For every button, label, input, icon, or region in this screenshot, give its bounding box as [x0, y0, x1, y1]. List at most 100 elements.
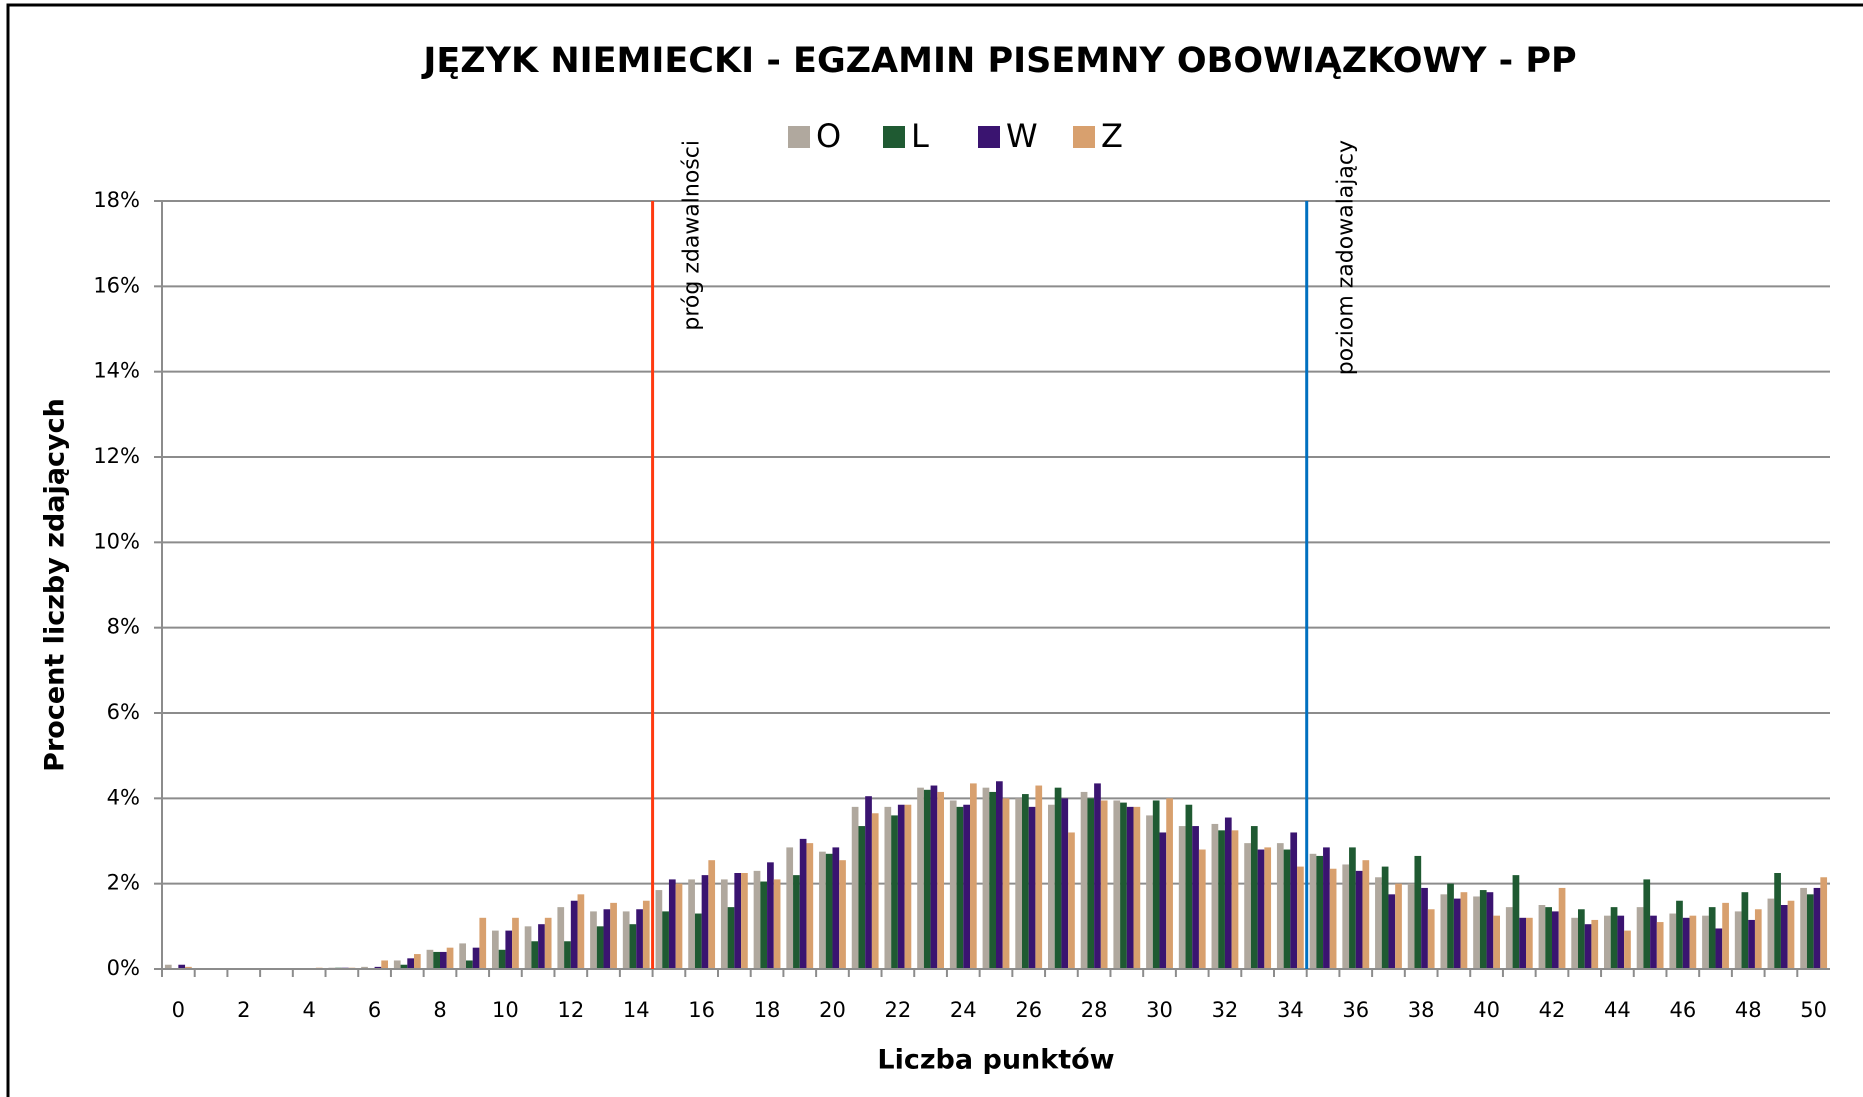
y-tick-label: 18% [93, 188, 140, 212]
bar [1068, 832, 1075, 969]
bar [871, 813, 879, 969]
y-tick-label: 4% [107, 785, 140, 809]
bar [1715, 928, 1723, 969]
bar [949, 800, 957, 969]
bar [897, 804, 905, 969]
bar [655, 890, 663, 969]
bar [1610, 907, 1618, 969]
bar [1362, 860, 1370, 969]
y-tick-label: 6% [107, 700, 140, 724]
bar [642, 900, 650, 969]
bar [1133, 806, 1141, 969]
x-tick-label: 10 [492, 998, 519, 1022]
bar [446, 947, 454, 969]
x-tick-label: 32 [1212, 998, 1239, 1022]
bar [1813, 887, 1821, 969]
bar [1381, 866, 1389, 969]
bar [1231, 830, 1239, 969]
bar [1650, 915, 1657, 969]
annotation-label: próg zdawalności [680, 140, 705, 331]
bar [1525, 917, 1533, 969]
bar [1329, 868, 1337, 969]
bar [479, 917, 487, 969]
bar [1355, 870, 1363, 969]
legend-label: Z [1101, 117, 1123, 155]
bar [1414, 855, 1422, 969]
bar [662, 911, 669, 969]
bar [1708, 907, 1716, 969]
bar [1022, 794, 1029, 969]
bar [694, 913, 702, 969]
bar [374, 966, 382, 969]
bar [1538, 905, 1546, 969]
bar [1636, 907, 1644, 969]
bar [1486, 892, 1494, 969]
bar [1604, 915, 1611, 969]
bar [1028, 806, 1036, 969]
bar [629, 924, 637, 969]
bar [381, 960, 388, 969]
x-tick-label: 16 [688, 998, 715, 1022]
bar [1250, 826, 1258, 969]
bar [1689, 915, 1697, 969]
bar [636, 909, 643, 969]
bar [688, 879, 695, 969]
y-tick-label: 8% [107, 615, 140, 639]
bar [466, 960, 473, 969]
bar [413, 954, 421, 969]
bar [1185, 804, 1193, 969]
x-tick-label: 24 [950, 998, 977, 1022]
bar [806, 843, 814, 969]
bar [164, 964, 172, 969]
legend-swatch [978, 126, 1000, 148]
bar [524, 926, 532, 969]
bar [1080, 791, 1088, 969]
bar [1192, 826, 1199, 969]
x-tick-label: 44 [1604, 998, 1631, 1022]
bar [1276, 843, 1284, 969]
bar [1643, 879, 1651, 969]
chart-title: JĘZYK NIEMIECKI - EGZAMIN PISEMNY OBOWIĄ… [421, 41, 1576, 81]
x-axis-title: Liczba punktów [877, 1045, 1114, 1076]
bar [1218, 830, 1225, 969]
x-tick-label: 42 [1539, 998, 1566, 1022]
bar [1198, 849, 1206, 969]
bar [1748, 919, 1755, 969]
bar [492, 930, 499, 969]
bar [544, 917, 552, 969]
y-tick-label: 12% [93, 444, 140, 468]
x-tick-label: 8 [433, 998, 446, 1022]
bar [1493, 915, 1500, 969]
bar [1800, 887, 1807, 969]
bar [1519, 917, 1526, 969]
bar [1015, 798, 1023, 969]
bar [1388, 894, 1396, 969]
bar [1211, 823, 1219, 969]
y-tick-label: 10% [93, 529, 140, 553]
bar [819, 851, 826, 969]
x-tick-label: 30 [1146, 998, 1173, 1022]
bar [1146, 815, 1153, 969]
bar [1048, 804, 1055, 969]
bar [1100, 800, 1108, 969]
bar [622, 911, 630, 969]
bar [668, 879, 676, 969]
bar [1734, 911, 1742, 969]
legend-swatch [788, 126, 810, 148]
bar [1166, 798, 1173, 969]
bar [505, 930, 513, 969]
bar [1624, 930, 1631, 969]
bar [708, 860, 716, 969]
bar [1113, 800, 1121, 969]
bar [734, 873, 742, 969]
bar [767, 862, 774, 969]
bar [1283, 849, 1291, 969]
bar [1453, 898, 1461, 969]
bar [701, 875, 709, 969]
bar [1178, 826, 1186, 969]
bar [1473, 896, 1480, 969]
bar [1061, 798, 1069, 969]
bar [1120, 802, 1127, 969]
bar [1087, 798, 1095, 969]
